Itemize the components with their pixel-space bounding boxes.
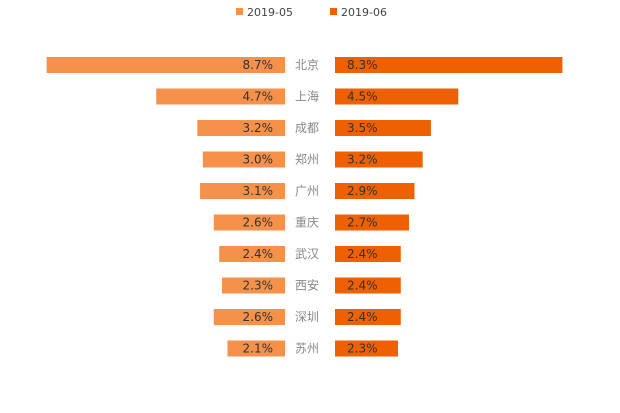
data-label-2019-05-9: 2.1%	[243, 342, 274, 356]
data-label-2019-05-5: 2.6%	[243, 216, 274, 230]
category-label-1: 上海	[295, 89, 319, 104]
category-label-9: 苏州	[295, 342, 319, 356]
bar-2019-05-4[interactable]	[200, 183, 285, 199]
category-label-7: 西安	[295, 278, 319, 293]
data-label-2019-05-8: 2.6%	[243, 310, 274, 324]
data-label-2019-06-6: 2.4%	[347, 247, 378, 261]
data-label-2019-06-4: 2.9%	[347, 184, 378, 198]
legend-label-2019-06[interactable]: 2019-06	[341, 6, 387, 19]
legend-swatch-2019-05[interactable]	[236, 8, 243, 15]
bar-2019-05-6[interactable]	[219, 246, 285, 262]
data-label-2019-06-2: 3.5%	[347, 121, 378, 135]
category-label-6: 武汉	[295, 247, 319, 261]
data-label-2019-06-0: 8.3%	[347, 58, 378, 72]
data-label-2019-05-1: 4.7%	[243, 90, 274, 104]
bar-2019-06-6[interactable]	[335, 246, 401, 262]
bar-2019-06-0[interactable]	[335, 57, 563, 73]
bar-2019-05-8[interactable]	[213, 309, 285, 325]
bar-2019-06-9[interactable]	[335, 340, 399, 357]
legend-swatch-2019-06[interactable]	[330, 8, 337, 15]
data-label-2019-06-8: 2.4%	[347, 310, 378, 324]
bar-2019-06-1[interactable]	[335, 88, 459, 105]
data-label-2019-05-3: 3.0%	[243, 153, 274, 167]
data-label-2019-05-4: 3.1%	[243, 184, 274, 198]
bars-group: 8.7% 8.3% 北京 4.7% 4.5% 上海 3.2% 3.5% 成都 3.0% 3.2% 郑州…	[46, 57, 563, 357]
bar-2019-05-3[interactable]	[202, 151, 285, 168]
data-label-2019-06-7: 2.4%	[347, 279, 378, 293]
bar-2019-06-5[interactable]	[335, 214, 409, 231]
data-label-2019-06-9: 2.3%	[347, 342, 378, 356]
category-label-8: 深圳	[295, 310, 319, 324]
category-label-4: 广州	[295, 184, 319, 198]
bar-2019-05-7[interactable]	[221, 277, 285, 294]
bar-2019-05-9[interactable]	[227, 340, 285, 357]
data-label-2019-05-7: 2.3%	[243, 279, 274, 293]
data-label-2019-06-5: 2.7%	[347, 216, 378, 230]
bar-2019-06-3[interactable]	[335, 151, 423, 168]
bar-2019-06-8[interactable]	[335, 309, 401, 325]
bar-2019-05-2[interactable]	[197, 120, 285, 136]
data-label-2019-05-6: 2.4%	[243, 247, 274, 261]
legend: 2019-05 2019-06	[236, 6, 387, 19]
bar-2019-06-2[interactable]	[335, 120, 431, 136]
bar-2019-06-7[interactable]	[335, 277, 401, 294]
data-label-2019-05-2: 3.2%	[243, 121, 274, 135]
category-label-5: 重庆	[295, 216, 319, 230]
category-label-2: 成都	[295, 121, 319, 135]
category-label-0: 北京	[295, 58, 319, 72]
bar-2019-06-4[interactable]	[335, 183, 415, 199]
bar-2019-05-1[interactable]	[156, 88, 285, 105]
data-label-2019-06-3: 3.2%	[347, 153, 378, 167]
bar-2019-05-5[interactable]	[213, 214, 285, 231]
legend-label-2019-05[interactable]: 2019-05	[247, 6, 293, 19]
data-label-2019-06-1: 4.5%	[347, 90, 378, 104]
category-label-3: 郑州	[295, 152, 319, 167]
bar-2019-05-0[interactable]	[46, 57, 286, 73]
data-label-2019-05-0: 8.7%	[243, 58, 274, 72]
